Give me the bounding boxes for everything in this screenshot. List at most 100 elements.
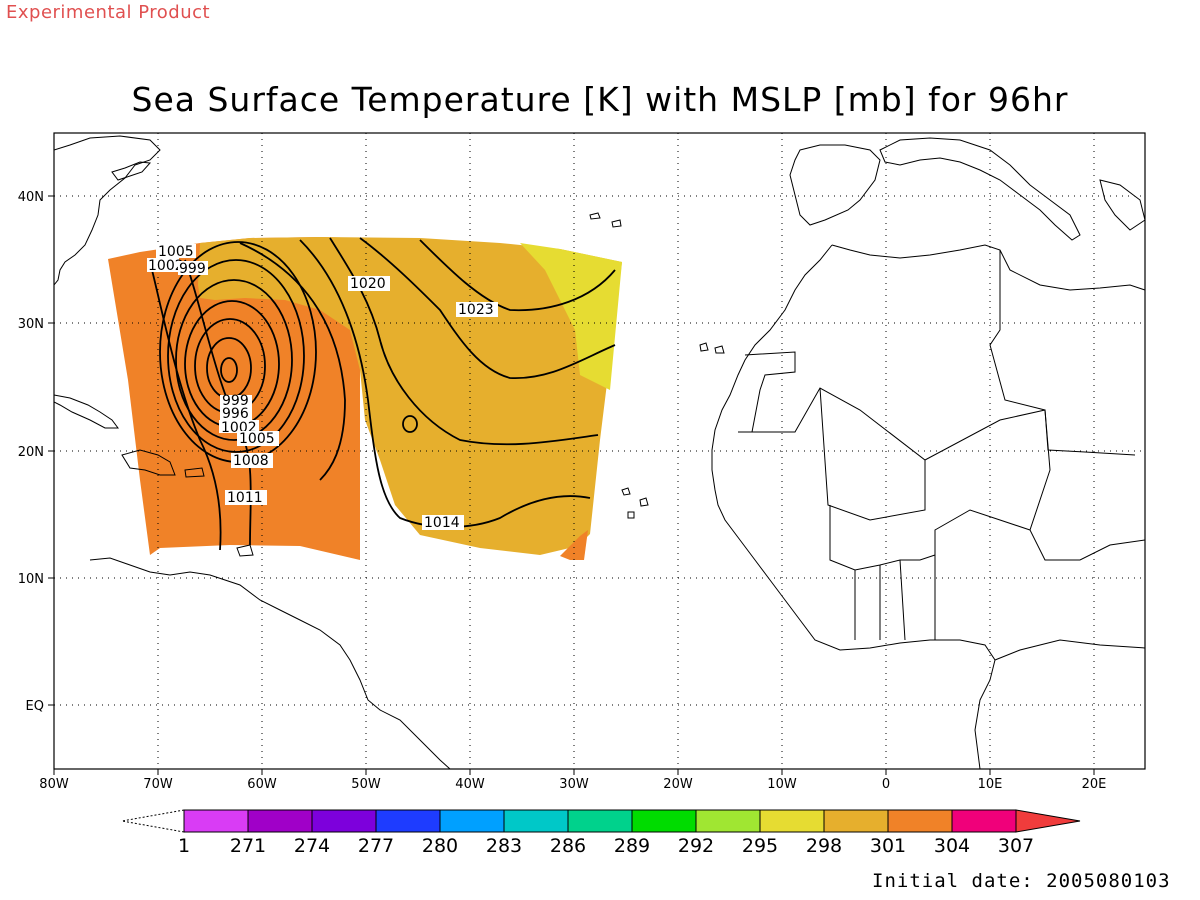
colorbar-label: 289	[614, 835, 650, 857]
coastlines	[54, 135, 1145, 769]
colorbar	[121, 809, 1081, 833]
lon-tick-label: 80W	[39, 777, 69, 792]
lon-tick-label: 10E	[978, 777, 1003, 792]
mslp-contour	[239, 242, 346, 481]
colorbar-label: 283	[486, 835, 522, 857]
lat-tick-label: EQ	[26, 699, 44, 714]
country-borders	[738, 250, 1145, 661]
colorbar-label: 274	[294, 835, 330, 857]
border-chad-sudan	[1029, 409, 1145, 561]
colorbar-swatch	[759, 809, 825, 833]
mslp-contour	[175, 279, 293, 441]
colorbar-label: 286	[550, 835, 586, 857]
border-mali-niger	[819, 387, 926, 521]
contour-label: 1002	[148, 258, 184, 274]
puerto-rico-coast	[184, 467, 205, 478]
colorbar-label: 292	[678, 835, 714, 857]
colorbar-label: 1	[178, 835, 190, 857]
colorbar-swatches	[183, 809, 1017, 833]
lon-tick-label: 40W	[455, 777, 485, 792]
contour-label: 1014	[424, 515, 460, 531]
mslp-contour	[402, 415, 418, 433]
contour-label-bg	[219, 420, 259, 433]
colorbar-label: 304	[934, 835, 970, 857]
contour-label-bg	[156, 244, 196, 258]
colorbar-label: 277	[358, 835, 394, 857]
hispaniola-coast	[121, 449, 176, 476]
colorbar-label: 301	[870, 835, 906, 857]
border-algeria-libya	[989, 250, 1046, 411]
greece-coast	[1099, 179, 1145, 231]
longitude-labels: 80W 70W 60W 50W 40W 30W 20W 10W 0 10E 20…	[39, 777, 1106, 792]
colorbar-label: 307	[998, 835, 1034, 857]
contour-labels: 1005 1002 999 1020 1023 999 996 1002 100…	[147, 244, 498, 531]
mslp-contour	[299, 239, 591, 528]
colorbar-label: 280	[422, 835, 458, 857]
border-west-africa	[829, 505, 1031, 571]
map-title: Sea Surface Temperature [K] with MSLP [m…	[131, 80, 1069, 119]
contour-label-bg	[225, 490, 267, 505]
lat-tick-label: 20N	[18, 445, 44, 460]
africa-coast	[711, 244, 1145, 769]
sst-region-orange-se	[560, 530, 588, 560]
azores-islands	[589, 212, 622, 228]
contour-label-bg	[231, 453, 273, 468]
colorbar-swatch	[695, 809, 761, 833]
lon-tick-label: 70W	[143, 777, 173, 792]
border-central-africa	[994, 639, 1145, 661]
colorbar-swatch	[631, 809, 697, 833]
axis-ticks	[48, 195, 1095, 775]
colorbar-underflow-arrow	[121, 809, 185, 833]
colorbar-swatch	[823, 809, 889, 833]
lon-tick-label: 30W	[559, 777, 589, 792]
contour-label: 1011	[227, 490, 263, 506]
contour-label-bg	[220, 395, 252, 407]
contour-label: 1005	[158, 244, 194, 260]
mslp-contour	[167, 259, 305, 453]
lon-tick-label: 20E	[1082, 777, 1107, 792]
contour-label-bg	[147, 258, 179, 272]
contour-label: 999	[179, 261, 206, 277]
border-coastal-states	[854, 555, 936, 641]
south-america-coast	[89, 557, 451, 769]
mslp-contour	[359, 237, 616, 379]
cuba-coast	[54, 394, 119, 429]
colorbar-label: 295	[742, 835, 778, 857]
contour-label: 1020	[350, 276, 386, 292]
north-america-coast	[54, 135, 161, 286]
cape-verde-islands	[621, 487, 649, 519]
canary-islands	[699, 342, 725, 354]
latitude-labels: 40N 30N 20N 10N EQ	[18, 190, 44, 714]
border-western-sahara	[738, 351, 796, 433]
colorbar-swatch	[311, 809, 377, 833]
colorbar-swatch	[567, 809, 633, 833]
colorbar-swatch	[887, 809, 953, 833]
mslp-contour	[220, 357, 238, 383]
colorbar-swatch	[183, 809, 249, 833]
colorbar-swatch	[503, 809, 569, 833]
trinidad-coast	[236, 544, 254, 557]
colorbar-labels: 1 271 274 277 280 283 286 289 292 295 29…	[178, 835, 1034, 857]
contour-label-bg	[178, 261, 208, 275]
contour-label: 1008	[233, 453, 269, 469]
contour-label-bg	[422, 515, 464, 530]
initial-date: Initial date: 2005080103	[872, 870, 1171, 892]
contour-label-bg	[220, 406, 252, 420]
colorbar-swatch	[439, 809, 505, 833]
mslp-contour	[149, 261, 222, 551]
sst-region-gold	[198, 237, 622, 555]
lat-tick-label: 40N	[18, 190, 44, 205]
nova-scotia-coast	[111, 161, 152, 181]
contour-label: 1023	[458, 302, 494, 318]
contour-label-bg	[237, 431, 279, 446]
contour-label: 999	[222, 393, 249, 409]
lon-tick-label: 50W	[351, 777, 381, 792]
lon-tick-label: 0	[882, 777, 890, 792]
lat-tick-label: 30N	[18, 317, 44, 332]
colorbar-swatch	[375, 809, 441, 833]
lon-tick-label: 20W	[663, 777, 693, 792]
border-mauritania-mali	[752, 387, 1136, 461]
contour-label-bg	[456, 302, 498, 317]
contour-label-bg	[348, 276, 390, 291]
